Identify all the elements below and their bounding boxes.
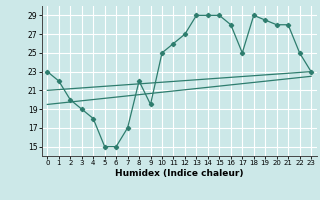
X-axis label: Humidex (Indice chaleur): Humidex (Indice chaleur)	[115, 169, 244, 178]
